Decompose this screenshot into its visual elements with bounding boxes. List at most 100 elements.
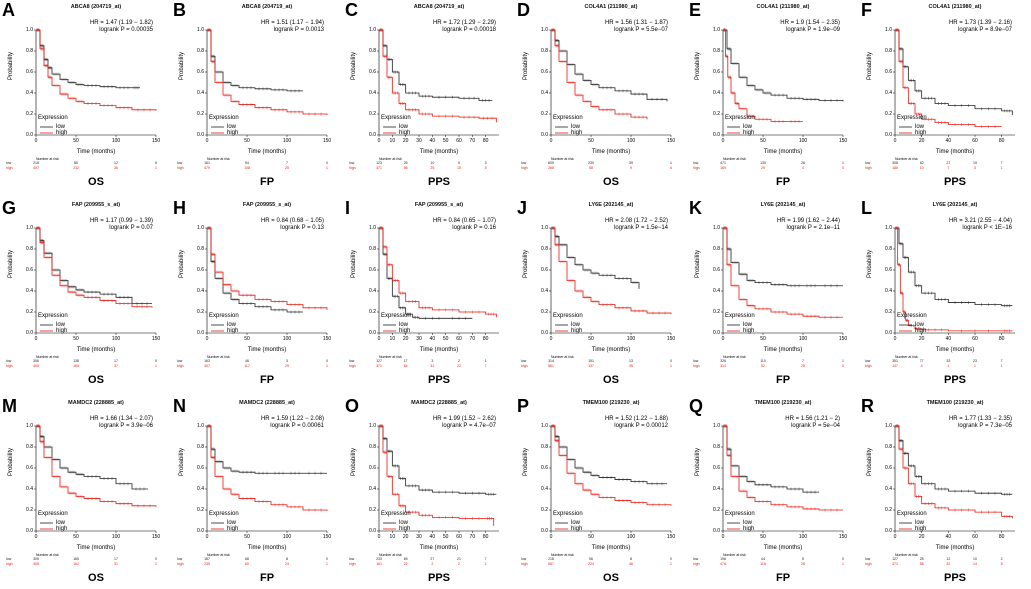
risk-value-high: 58 bbox=[919, 562, 924, 566]
risk-value-low: 69 bbox=[403, 557, 408, 561]
y-axis-label: Probability bbox=[351, 51, 357, 80]
risk-value-low: 0 bbox=[155, 557, 157, 561]
x-tick-label: 0 bbox=[549, 336, 553, 342]
x-tick-label: 20 bbox=[918, 138, 925, 144]
risk-value-low: 151 bbox=[588, 359, 594, 363]
panel-title: ABCA8 (204719_at) bbox=[241, 4, 293, 10]
risk-value-high: 235 bbox=[204, 562, 210, 566]
risk-value-low: 187 bbox=[204, 557, 210, 561]
km-curve-low bbox=[207, 425, 327, 474]
y-tick-label: 0.8 bbox=[197, 246, 204, 252]
legend-title: Expression bbox=[897, 313, 927, 319]
risk-value-low: 7 bbox=[802, 359, 804, 363]
km-panel-g: 0.0 0.2 0.4 0.6 0.8 1.0 0 50 100 150 G FAP (209955_… bbox=[0, 198, 171, 388]
risk-value-high: 29 bbox=[761, 166, 765, 170]
x-tick-label: 100 bbox=[798, 336, 808, 342]
legend-title: Expression bbox=[381, 313, 411, 319]
km-plot-svg bbox=[377, 424, 499, 533]
legend-label-low: low bbox=[571, 520, 581, 526]
y-axis-label: Probability bbox=[695, 249, 701, 278]
km-curve-low bbox=[895, 227, 1013, 307]
risk-value-high: 186 bbox=[892, 166, 898, 170]
y-tick-label: 0.0 bbox=[26, 528, 33, 534]
legend-label-low: low bbox=[227, 322, 237, 328]
risk-value-low: 3 bbox=[431, 359, 434, 363]
x-tick-label: 20 bbox=[918, 534, 925, 540]
risk-value-low: 308 bbox=[892, 161, 898, 165]
legend-title: Expression bbox=[897, 115, 927, 121]
panel-title: COL4A1 (211980_at) bbox=[756, 4, 810, 10]
risk-value-high: 371 bbox=[892, 562, 898, 566]
risk-value-high: 1 bbox=[974, 364, 976, 368]
y-tick-label: 0.0 bbox=[197, 528, 204, 534]
risk-value-high: 117 bbox=[244, 364, 250, 368]
x-tick-label: 50 bbox=[588, 336, 594, 342]
risk-value-low: 110 bbox=[760, 359, 766, 363]
y-axis-label: Probability bbox=[8, 249, 14, 278]
y-axis-label: Probability bbox=[351, 249, 357, 278]
number-at-risk-title: Number at risk bbox=[379, 553, 402, 557]
km-curve-high bbox=[379, 29, 497, 123]
x-tick-label: 50 bbox=[588, 534, 594, 540]
risk-value-high: 22 bbox=[403, 562, 408, 566]
number-at-risk-title: Number at risk bbox=[551, 553, 574, 557]
risk-value-high: 314 bbox=[720, 364, 726, 368]
number-at-risk-title: Number at risk bbox=[379, 355, 402, 359]
risk-value-low: 163 bbox=[204, 359, 210, 363]
logrank-p: logrank P = 0.0013 bbox=[273, 27, 324, 33]
risk-value-low: 13 bbox=[629, 359, 633, 363]
risk-value-high: 60 bbox=[245, 562, 249, 566]
number-at-risk-title: Number at risk bbox=[36, 157, 59, 161]
x-tick-label: 30 bbox=[416, 336, 422, 342]
number-at-risk-title: Number at risk bbox=[36, 355, 59, 359]
hazard-ratio: HR = 1.72 (1.29 − 2.29) bbox=[432, 20, 496, 26]
panel-title: TMEM100 (219230_at) bbox=[926, 400, 984, 406]
risk-value-low: 233 bbox=[376, 557, 382, 561]
km-plot-svg bbox=[549, 28, 672, 137]
logrank-p: logrank P = 4.7e−07 bbox=[442, 423, 496, 429]
logrank-p: logrank P = 5.5e−07 bbox=[614, 27, 668, 33]
km-curve-high bbox=[207, 425, 328, 512]
hazard-ratio: HR = 1.56 (1.21 − 2) bbox=[785, 416, 840, 422]
risk-value-high: 37 bbox=[114, 364, 118, 368]
risk-value-low: 0 bbox=[326, 161, 328, 165]
logrank-p: logrank P = 0.00035 bbox=[99, 27, 153, 33]
y-tick-label: 1.0 bbox=[197, 225, 204, 231]
legend-label-high: high bbox=[571, 328, 583, 334]
legend-label-low: low bbox=[743, 520, 753, 526]
risk-value-high: 108 bbox=[244, 166, 250, 170]
risk-value-high: 58 bbox=[589, 166, 593, 170]
risk-value-low: 19 bbox=[973, 161, 977, 165]
hazard-ratio: HR = 1.77 (1.33 − 2.35) bbox=[948, 416, 1012, 422]
x-tick-label: 60 bbox=[456, 534, 462, 540]
x-tick-label: 0 bbox=[34, 534, 38, 540]
y-tick-label: 0.2 bbox=[26, 309, 33, 315]
km-plot-svg bbox=[893, 226, 1015, 335]
y-tick-label: 0.4 bbox=[197, 288, 204, 294]
legend-label-low: low bbox=[571, 124, 581, 130]
panel-title: MAMDC2 (228885_at) bbox=[68, 400, 124, 406]
endpoint-label: PPS bbox=[427, 176, 450, 188]
number-at-risk-title: Number at risk bbox=[723, 355, 746, 359]
x-tick-label: 100 bbox=[111, 534, 121, 540]
y-tick-label: 0.0 bbox=[713, 330, 720, 336]
x-axis-label: Time (months) bbox=[763, 545, 803, 551]
km-curve-low bbox=[379, 227, 473, 319]
km-curve-low bbox=[551, 227, 640, 289]
y-tick-label: 0.0 bbox=[885, 132, 892, 138]
y-tick-label: 0.4 bbox=[197, 90, 204, 96]
km-plot-svg bbox=[377, 226, 499, 335]
km-panel-r: 0.0 0.2 0.4 0.6 0.8 1.0 0 20 40 60 80 R TMEM100 (219… bbox=[859, 396, 1030, 586]
risk-value-high: 161 bbox=[376, 562, 382, 566]
risk-row-label-low: low bbox=[349, 161, 355, 165]
y-tick-label: 0.2 bbox=[26, 507, 33, 513]
x-tick-label: 50 bbox=[588, 138, 594, 144]
y-tick-label: 0.4 bbox=[26, 90, 33, 96]
y-tick-label: 1.0 bbox=[369, 423, 376, 429]
y-tick-label: 0.8 bbox=[541, 444, 548, 450]
risk-row-label-low: low bbox=[6, 161, 12, 165]
legend-label-high: high bbox=[571, 526, 583, 532]
panel-title: FAP (209955_s_at) bbox=[414, 202, 464, 208]
x-tick-label: 30 bbox=[416, 534, 422, 540]
